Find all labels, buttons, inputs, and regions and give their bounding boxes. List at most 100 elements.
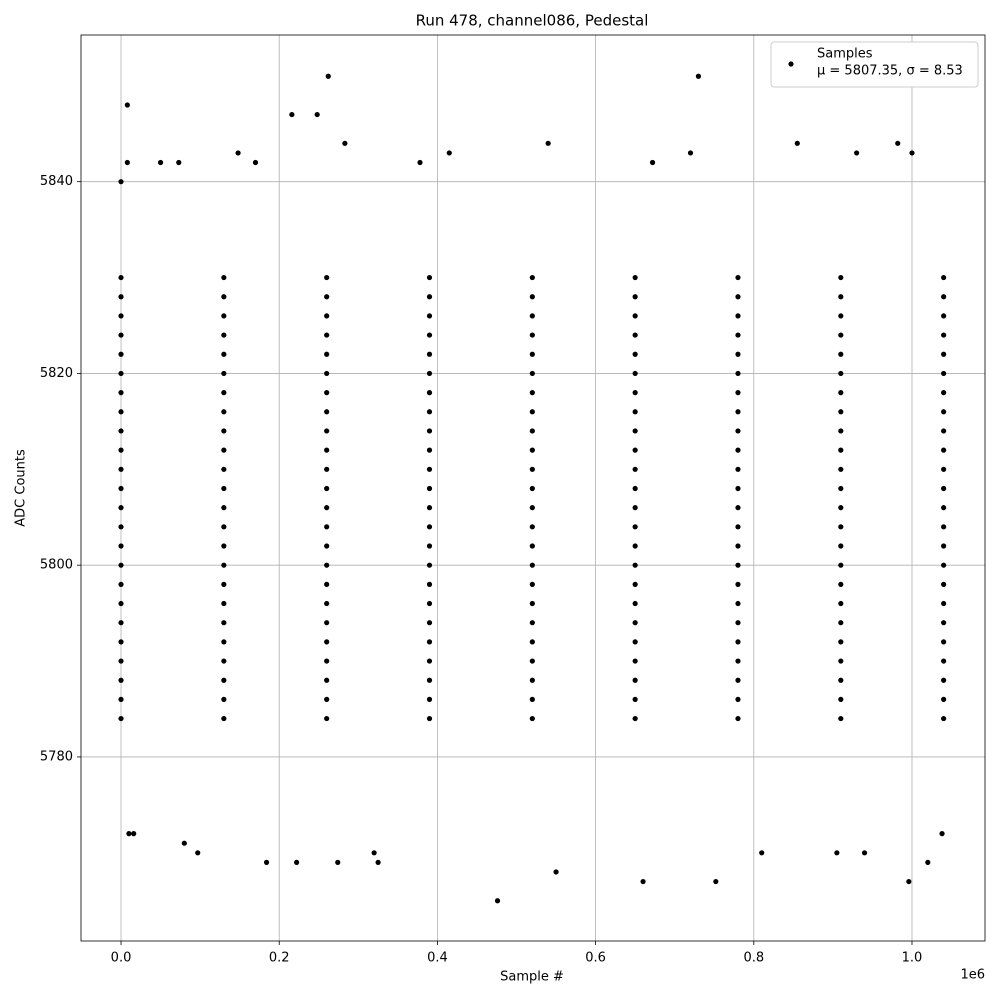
point — [735, 332, 741, 338]
point — [941, 409, 947, 415]
point — [941, 313, 947, 319]
point — [735, 485, 741, 492]
point — [529, 294, 535, 300]
legend-marker — [788, 61, 794, 67]
y-tick-label: 5780 — [40, 749, 73, 764]
point — [221, 639, 227, 645]
point — [941, 466, 947, 472]
point — [735, 274, 741, 281]
point — [838, 466, 844, 472]
point — [838, 390, 844, 396]
point — [324, 274, 330, 281]
point — [118, 294, 124, 300]
point — [553, 869, 559, 875]
point — [649, 159, 656, 166]
point — [118, 562, 124, 568]
point — [941, 696, 947, 703]
point — [221, 370, 227, 377]
point — [735, 639, 741, 645]
point — [735, 313, 741, 319]
point — [834, 850, 840, 856]
point — [794, 140, 800, 146]
point — [118, 447, 124, 453]
point — [529, 715, 535, 722]
point — [118, 390, 124, 396]
point — [632, 351, 638, 357]
point — [252, 159, 259, 166]
point — [324, 294, 330, 300]
point — [131, 831, 137, 837]
point — [529, 447, 535, 453]
point — [838, 332, 844, 338]
point — [529, 658, 535, 664]
point — [838, 562, 844, 568]
point — [941, 370, 947, 377]
point — [118, 370, 124, 377]
point — [426, 639, 433, 645]
point — [529, 505, 535, 511]
plot-frame — [80, 34, 986, 942]
point — [838, 600, 844, 607]
point — [446, 150, 452, 156]
point — [529, 639, 535, 645]
point — [632, 677, 638, 683]
point — [632, 466, 638, 472]
x-tick-label: 0.0 — [111, 951, 132, 966]
point — [426, 370, 433, 377]
legend-box — [770, 41, 979, 88]
point — [375, 859, 381, 865]
x-tick-label: 0.2 — [269, 951, 290, 966]
point — [335, 859, 341, 865]
point — [941, 505, 947, 511]
point — [221, 543, 227, 549]
point — [324, 466, 330, 472]
point — [838, 313, 844, 319]
point — [426, 313, 433, 319]
point — [838, 294, 844, 300]
x-tick-label: 0.8 — [743, 951, 764, 966]
point — [735, 409, 741, 415]
point — [221, 524, 227, 530]
point — [118, 485, 124, 492]
point — [324, 505, 330, 511]
point — [632, 524, 638, 530]
point — [632, 409, 638, 415]
point — [195, 850, 201, 856]
point — [838, 351, 844, 357]
point — [861, 850, 868, 856]
point — [941, 485, 947, 492]
point — [529, 274, 535, 281]
point — [221, 485, 227, 492]
point — [324, 390, 330, 396]
point — [324, 639, 330, 645]
point — [426, 409, 433, 415]
point — [632, 658, 638, 664]
point — [925, 859, 931, 865]
point — [426, 600, 433, 607]
y-axis-label: ADC Counts — [14, 449, 29, 527]
point — [324, 351, 330, 357]
point — [221, 505, 227, 511]
point — [941, 524, 947, 530]
point — [735, 562, 741, 568]
point — [426, 351, 433, 357]
point — [324, 620, 330, 626]
point — [324, 370, 330, 377]
point — [426, 581, 433, 587]
point — [118, 505, 124, 511]
point — [221, 600, 227, 607]
point — [838, 715, 844, 722]
point — [687, 150, 694, 156]
chart-title: Run 478, channel086, Pedestal — [416, 12, 649, 30]
point — [941, 428, 947, 434]
point — [324, 485, 330, 492]
point — [941, 274, 947, 281]
point — [118, 351, 124, 357]
point — [909, 150, 915, 156]
point — [632, 696, 638, 703]
point — [221, 390, 227, 396]
point — [118, 409, 124, 415]
point — [118, 677, 124, 683]
point — [426, 447, 433, 453]
point — [426, 466, 433, 472]
